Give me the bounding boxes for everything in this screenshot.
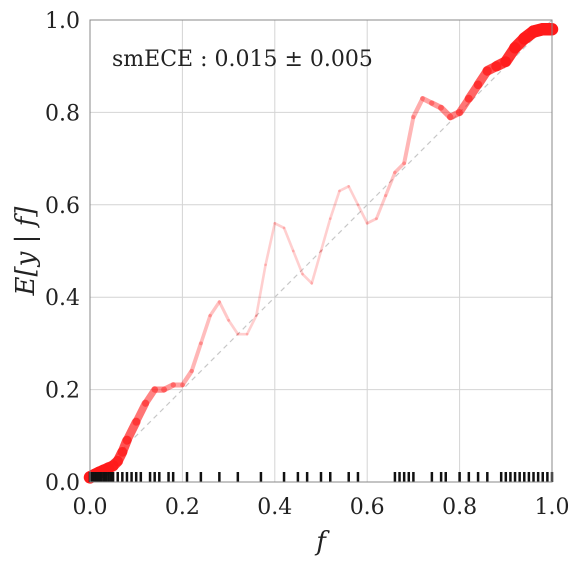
curve-segment <box>347 185 360 207</box>
y-tick-label: 0.6 <box>45 194 80 219</box>
x-tick-label: 0.4 <box>257 495 292 520</box>
curve-segment <box>208 300 222 318</box>
curve-segment <box>132 399 150 426</box>
curve-segment <box>161 382 176 393</box>
curve-segment <box>411 96 425 120</box>
curve-segment <box>142 386 159 407</box>
curve-segment <box>328 189 341 220</box>
curve-segment <box>273 221 286 230</box>
curve-segment <box>245 314 258 336</box>
curve-segment <box>180 368 194 388</box>
curve-segment <box>356 203 369 225</box>
x-tick-label: 0.0 <box>73 495 108 520</box>
curve-segment <box>282 226 295 253</box>
curve-segment <box>429 100 444 111</box>
curve-segment <box>402 115 416 166</box>
curve-segment <box>255 263 267 317</box>
smece-annotation: smECE : 0.015 ± 0.005 <box>112 47 373 72</box>
curve-segment <box>264 221 277 267</box>
curve-segment <box>189 341 203 374</box>
curve-segment <box>384 170 397 198</box>
curve-segment <box>365 217 378 225</box>
curve-segment <box>374 194 388 221</box>
y-tick-label: 0.0 <box>45 471 80 496</box>
y-axis-label: E[y | f] <box>11 206 41 297</box>
x-tick-label: 0.8 <box>442 495 477 520</box>
curve-segment <box>319 217 332 253</box>
y-tick-label: 0.2 <box>45 379 80 404</box>
x-tick-labels: 0.0 0.2 0.4 0.6 0.8 1.0 <box>73 495 570 520</box>
x-tick-label: 0.2 <box>165 495 200 520</box>
x-axis-label: f <box>314 527 330 557</box>
curve-segment <box>217 300 231 322</box>
y-tick-labels: 0.0 0.2 0.4 0.6 0.8 1.0 <box>45 9 80 496</box>
curve-segment <box>338 185 351 193</box>
plot-frame <box>89 19 553 483</box>
curve-segment <box>420 96 435 106</box>
curve-segment <box>291 249 304 276</box>
x-tick-label: 1.0 <box>535 495 570 520</box>
y-tick-label: 0.8 <box>45 101 80 126</box>
curve-segment <box>310 249 323 285</box>
rug-marks <box>88 472 554 482</box>
curve-segment <box>393 161 406 175</box>
calibration-curve <box>83 22 559 484</box>
y-tick-label: 0.4 <box>45 286 80 311</box>
reference-diagonal-line <box>89 19 553 483</box>
x-tick-label: 0.6 <box>350 495 385 520</box>
y-tick-label: 1.0 <box>45 9 80 34</box>
curve-segment <box>199 313 212 346</box>
curve-segment <box>227 318 240 336</box>
curve-segment <box>301 272 314 285</box>
